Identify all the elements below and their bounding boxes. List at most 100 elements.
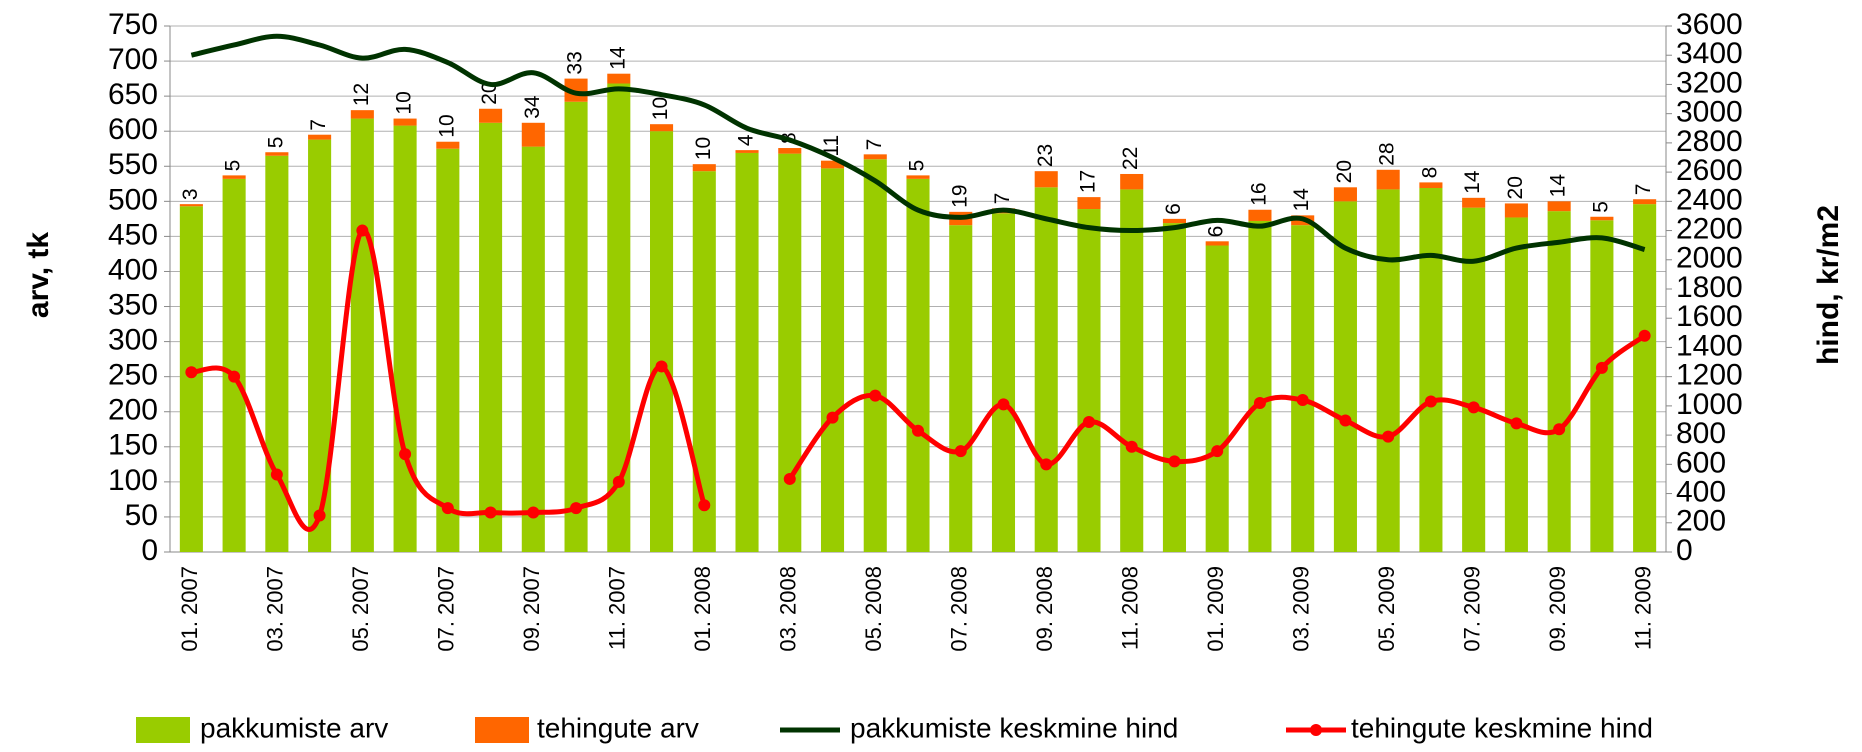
x-tick-label: 11. 2007 [605, 566, 630, 650]
bar-segment [906, 175, 930, 179]
y2-tick-label: 0 [1676, 534, 1693, 567]
legend-label: tehingute keskmine hind [1351, 712, 1653, 743]
x-tick-label: 05. 2008 [861, 566, 886, 652]
bar-segment [1248, 220, 1272, 552]
line-marker [912, 424, 924, 437]
bar-segment [1504, 217, 1528, 553]
bar-segment [1419, 188, 1443, 552]
bar-segment [1376, 169, 1400, 190]
bar-segment [308, 139, 332, 552]
bar-segment [1077, 197, 1101, 210]
bar-segment [1333, 201, 1357, 553]
x-tick-label: 03. 2007 [263, 566, 288, 652]
y-tick-label: 350 [108, 288, 158, 321]
value-label: 8 [1418, 167, 1441, 179]
value-label: 20 [1333, 160, 1356, 183]
bar-segment [1333, 187, 1357, 202]
value-label: 5 [264, 137, 287, 149]
legend-swatch [136, 717, 190, 743]
x-tick-label: 09. 2007 [519, 566, 544, 652]
bar-segment [1162, 218, 1186, 224]
y-tick-label: 750 [108, 8, 158, 41]
value-label: 14 [1461, 170, 1484, 194]
value-label: 14 [606, 46, 629, 70]
y2-tick-label: 1000 [1676, 388, 1743, 421]
line-marker [954, 445, 967, 458]
line-marker [1040, 458, 1053, 471]
bar-segment [265, 155, 289, 552]
bar-segment [1547, 211, 1571, 553]
line-marker [1168, 455, 1181, 468]
bar-segment [778, 153, 802, 552]
bar-segment [179, 204, 203, 207]
line-marker [826, 411, 839, 424]
bar-segment [1248, 209, 1272, 221]
value-label: 5 [1589, 201, 1612, 213]
bar-segment [1633, 204, 1657, 552]
y-tick-label: 200 [108, 394, 158, 427]
bar-segment [1376, 189, 1400, 553]
line-marker [1553, 423, 1566, 436]
bar-segment [479, 108, 503, 123]
x-tick-label: 01. 2008 [690, 566, 715, 652]
value-label: 10 [692, 137, 715, 160]
y-tick-label: 300 [108, 324, 158, 357]
x-tick-label: 07. 2007 [434, 566, 459, 652]
line-marker [313, 509, 326, 522]
value-label: 14 [1547, 174, 1570, 198]
value-label: 5 [906, 160, 929, 172]
y2-tick-label: 3600 [1676, 8, 1743, 41]
x-tick-label: 05. 2007 [348, 566, 373, 652]
line-marker [484, 506, 497, 519]
bar-segment [906, 178, 930, 552]
bar-segment [1205, 245, 1229, 552]
bar-segment [393, 125, 417, 553]
value-label: 19 [948, 184, 971, 207]
value-label: 7 [991, 193, 1014, 205]
value-label: 16 [1247, 182, 1270, 205]
bar-segment [863, 159, 887, 552]
y-axis-label: arv, tk [22, 232, 55, 318]
value-label: 14 [1290, 188, 1313, 212]
value-label: 7 [1632, 184, 1655, 196]
line-marker [1339, 414, 1352, 427]
y-tick-label: 250 [108, 359, 158, 392]
y2-tick-label: 1600 [1676, 300, 1743, 333]
y2-tick-label: 2000 [1676, 242, 1743, 275]
x-tick-label: 05. 2009 [1374, 566, 1399, 652]
line-marker [1082, 415, 1095, 428]
y2-tick-label: 600 [1676, 446, 1726, 479]
line-marker [570, 502, 583, 515]
bar-segment [1291, 225, 1315, 553]
bar-segment [1162, 223, 1186, 553]
line-marker [1253, 396, 1266, 409]
value-label: 7 [307, 119, 330, 131]
y2-tick-label: 1400 [1676, 329, 1743, 362]
bar-segment [436, 141, 460, 149]
bar-segment [479, 122, 503, 552]
bar-segment [1034, 187, 1058, 552]
y2-tick-label: 3400 [1676, 37, 1743, 70]
bar-segment [222, 178, 246, 552]
line-marker [655, 360, 668, 373]
y2-tick-label: 1800 [1676, 271, 1743, 304]
line-marker [698, 499, 711, 512]
bar-segment [650, 131, 674, 552]
bar-segment [1120, 173, 1144, 190]
bar-segment [820, 168, 845, 552]
y2-tick-label: 3000 [1676, 96, 1743, 129]
line-marker [1424, 395, 1437, 408]
y2-tick-label: 2600 [1676, 154, 1743, 187]
value-label: 12 [350, 83, 373, 106]
value-label: 22 [1119, 147, 1142, 170]
x-tick-label: 01. 2009 [1203, 566, 1228, 652]
y-tick-label: 100 [108, 464, 158, 497]
bar-segment [350, 110, 374, 119]
y-tick-label: 0 [141, 534, 158, 567]
value-label: 6 [1205, 226, 1228, 238]
x-tick-label: 09. 2009 [1545, 566, 1570, 652]
bar-segment [863, 154, 887, 160]
value-label: 23 [1034, 144, 1057, 167]
y2-tick-label: 2800 [1676, 125, 1743, 158]
